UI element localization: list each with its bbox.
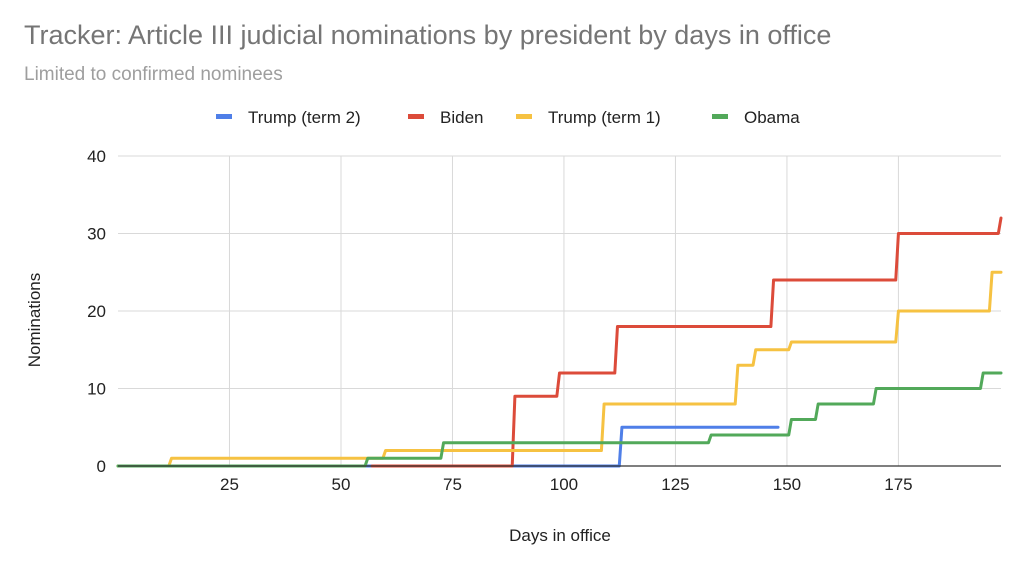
legend-label: Biden — [440, 108, 483, 127]
x-tick-label: 150 — [773, 475, 801, 494]
x-tick-label: 50 — [332, 475, 351, 494]
series-lines — [116, 216, 1003, 468]
legend-swatch — [712, 114, 728, 119]
legend-label: Trump (term 1) — [548, 108, 661, 127]
legend: Trump (term 2) Biden Trump (term 1) Obama — [216, 108, 800, 127]
y-tick-label: 0 — [97, 457, 106, 476]
y-tick-label: 30 — [87, 225, 106, 244]
x-tick-label: 25 — [220, 475, 239, 494]
series-line-trump-term-2 — [116, 425, 780, 468]
legend-swatch — [516, 114, 532, 119]
x-tick-label: 175 — [884, 475, 912, 494]
x-tick-label: 75 — [443, 475, 462, 494]
y-axis-title: Nominations — [25, 273, 44, 368]
legend-label: Obama — [744, 108, 800, 127]
y-tick-label: 40 — [87, 147, 106, 166]
y-tick-label: 20 — [87, 302, 106, 321]
chart-title: Tracker: Article III judicial nomination… — [24, 20, 832, 50]
legend-label: Trump (term 2) — [248, 108, 361, 127]
gridlines — [118, 155, 1001, 466]
x-tick-label: 125 — [661, 475, 689, 494]
axes: 0 10 20 30 40 25 50 75 100 125 150 175 — [87, 147, 1001, 494]
chart-subtitle: Limited to confirmed nominees — [24, 64, 283, 85]
series-line-trump-term-1 — [116, 270, 1003, 468]
legend-swatch — [216, 114, 232, 119]
y-tick-label: 10 — [87, 380, 106, 399]
x-tick-label: 100 — [550, 475, 578, 494]
legend-swatch — [408, 114, 424, 119]
series-line-biden — [370, 216, 1003, 468]
x-axis-title: Days in office — [509, 526, 611, 545]
series-line-obama — [116, 371, 1003, 468]
